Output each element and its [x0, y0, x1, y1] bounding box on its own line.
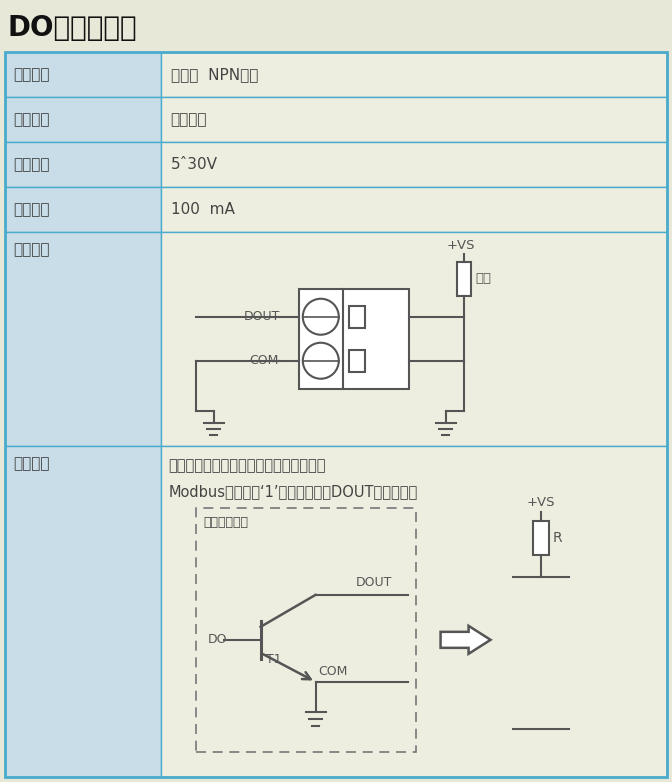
Bar — [5, 142, 161, 187]
Text: COM: COM — [319, 665, 348, 678]
Text: 负载: 负载 — [476, 272, 492, 285]
Text: 输出方式: 输出方式 — [13, 67, 50, 82]
Bar — [457, 262, 471, 296]
Text: DO: DO — [208, 633, 227, 647]
Text: 5ˆ30V: 5ˆ30V — [171, 157, 218, 172]
Text: Modbus寄存器置‘1’晶体管导通，DOUT为低电平；: Modbus寄存器置‘1’晶体管导通，DOUT为低电平； — [169, 484, 418, 499]
Text: +VS: +VS — [446, 239, 475, 253]
Text: 集电极  NPN输出: 集电极 NPN输出 — [171, 67, 258, 82]
Bar — [161, 52, 667, 97]
Bar — [5, 52, 161, 97]
Text: 100  mA: 100 mA — [171, 202, 235, 217]
Text: DOUT: DOUT — [355, 576, 392, 589]
Text: 光耦隔离: 光耦隔离 — [171, 112, 207, 127]
Text: 隔离设计: 隔离设计 — [13, 112, 50, 127]
FancyArrow shape — [441, 626, 491, 654]
Bar — [161, 97, 667, 142]
Text: T1: T1 — [265, 653, 281, 666]
Text: COM: COM — [249, 354, 278, 368]
Bar — [299, 289, 409, 389]
Bar — [5, 97, 161, 142]
Bar — [161, 231, 667, 446]
Bar — [349, 306, 365, 328]
Bar — [161, 142, 667, 187]
Text: 内部等效电路: 内部等效电路 — [204, 515, 249, 529]
Circle shape — [303, 343, 339, 378]
Bar — [5, 231, 161, 446]
Text: R: R — [552, 531, 562, 545]
Bar — [161, 187, 667, 231]
Bar — [161, 446, 667, 777]
Bar — [349, 350, 365, 371]
Circle shape — [303, 299, 339, 335]
Text: 负载电流: 负载电流 — [13, 202, 50, 217]
Text: 接线方式: 接线方式 — [13, 242, 50, 256]
Bar — [533, 521, 548, 554]
Text: DO晶体管输出: DO晶体管输出 — [8, 14, 138, 42]
Text: 负载电压: 负载电压 — [13, 157, 50, 172]
Bar — [5, 187, 161, 231]
Bar — [196, 508, 415, 752]
Text: +VS: +VS — [526, 496, 555, 509]
Text: 等效电路: 等效电路 — [13, 456, 50, 471]
Bar — [5, 446, 161, 777]
Text: 需要在输出端口连接负载以及上拉电源；: 需要在输出端口连接负载以及上拉电源； — [169, 457, 326, 472]
Text: DOUT: DOUT — [244, 310, 280, 323]
